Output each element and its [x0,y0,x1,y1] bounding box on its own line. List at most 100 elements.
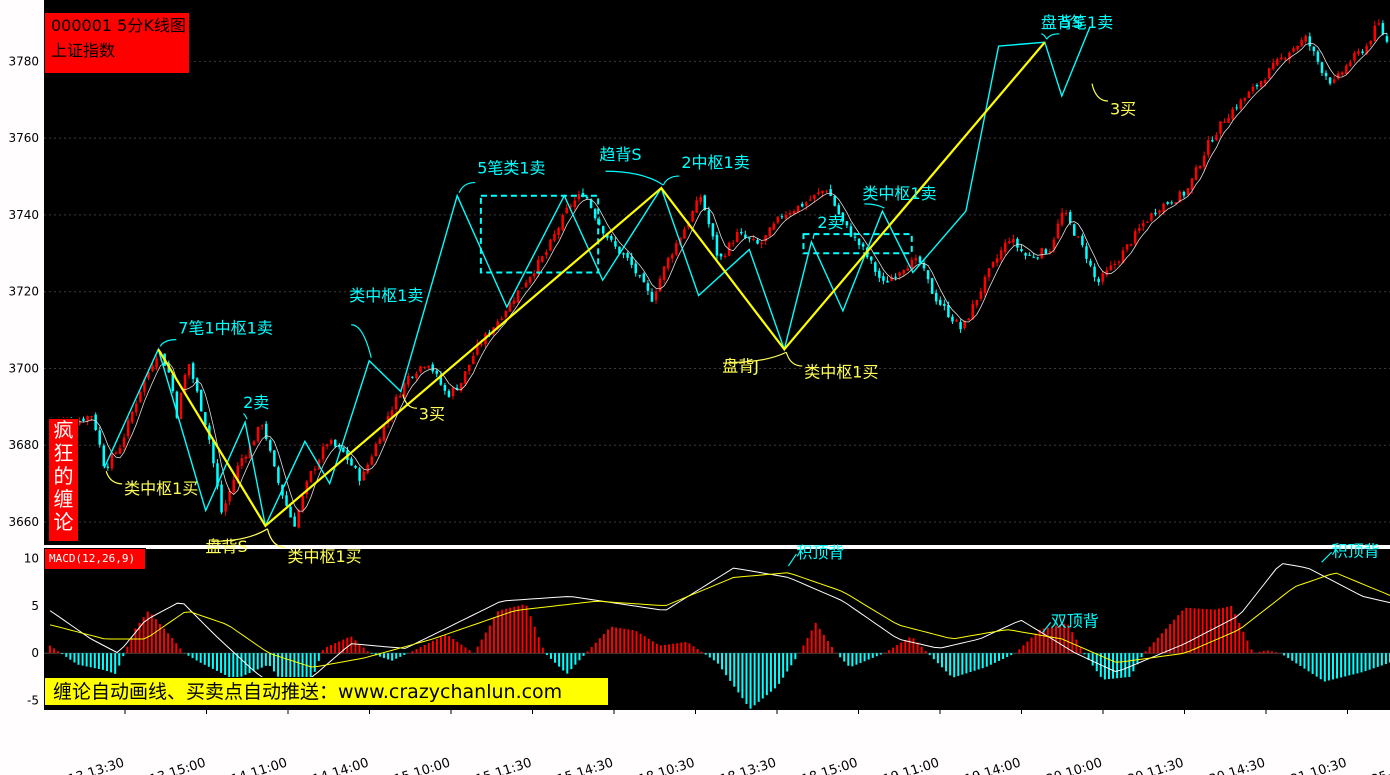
candle-up [1271,62,1275,69]
candle-up [325,444,329,447]
candle-down [886,280,889,283]
candle-up [817,192,820,194]
candle-up [1219,121,1222,134]
candle-up [971,304,975,320]
candle-up [991,261,995,268]
candle-up [541,256,544,262]
candle-up [569,206,573,208]
candle-down [1312,46,1316,52]
candle-up [114,452,118,454]
candle-down [634,263,637,274]
candle-down [216,463,219,487]
candle-up [135,403,138,413]
candle-down [350,458,353,466]
candle-up [244,456,248,459]
candle-up [1276,59,1279,65]
candle-down [1024,253,1027,256]
candle-down [447,390,451,397]
candle-up [906,268,910,271]
candle-up [86,416,89,422]
candle-down [930,278,934,294]
candle-down [1316,51,1320,62]
candle-up [532,273,536,277]
candle-down [622,253,625,255]
pivot-box-1 [802,233,913,255]
annotation-label-1: 7笔1中枢1卖 [178,318,273,337]
candle-down [1235,107,1238,109]
candle-up [1284,58,1287,60]
candle-up [1121,250,1125,264]
candle-down [1182,191,1186,196]
candle-down [614,241,617,247]
candle-up [382,424,386,441]
candle-up [784,214,788,219]
candle-down [204,412,207,426]
candle-up [1060,212,1064,225]
candle-up [1247,91,1251,98]
candle-up [1243,97,1247,101]
candle-down [1308,36,1312,47]
candle-down [601,226,605,234]
candle-down [435,370,439,374]
candle-down [585,197,589,199]
candle-down [175,391,179,418]
candle-up [407,375,410,385]
candle-down [593,209,597,219]
candle-down [354,466,357,468]
candle-up [155,358,158,368]
macd-y-tick-0: 0 [31,646,39,660]
candle-down [220,484,223,513]
candle-down [845,221,849,226]
candle-up [297,510,300,528]
candle-down [1028,254,1031,256]
candle-up [179,392,183,420]
candle-up [809,199,812,201]
candle-down [711,223,715,237]
candle-down [358,468,361,481]
candle-down [869,256,873,261]
candle-up [524,282,528,288]
candle-up [1345,65,1348,74]
annotation-label-9: 2中枢1卖 [681,153,749,172]
candle-down [171,374,175,392]
candle-up [374,444,378,457]
candle-down [650,291,654,302]
candle-up [776,216,780,223]
candle-up [232,479,235,493]
candle-down [934,292,938,302]
candle-up [1008,241,1011,244]
candle-up [752,238,755,240]
y-tick-label-3660: 3660 [8,515,39,529]
candle-up [1292,48,1295,52]
candle-up [139,391,142,402]
candle-up [691,211,694,222]
candle-up [1239,99,1243,110]
promo-banner[interactable]: 缠论自动画线、买卖点自动推送：www.crazychanlun.com [44,677,609,706]
title-box: 000001 5分K线图 上证指数 [44,12,190,74]
candle-down [703,195,707,211]
candle-up [459,382,463,391]
candle-up [252,441,256,446]
candle-up [256,426,260,442]
candle-up [504,311,508,318]
candle-down [1073,224,1076,236]
macd-annotation-arrow [1042,621,1052,633]
annotation-label-12: 类中枢1买 [804,362,878,381]
annotation-arrow [402,394,418,409]
candle-down [1020,249,1023,252]
candle-down [1255,84,1259,87]
candle-up [1162,203,1165,213]
candle-up [187,364,191,376]
candle-up [528,276,532,283]
candle-up [476,343,479,355]
annotation-arrow [159,339,177,347]
candle-down [894,276,897,278]
annotation-label-11: 盘背J [722,356,759,375]
candle-down [841,212,845,222]
candle-down [922,262,926,269]
candle-up [1101,273,1104,282]
candle-down [918,256,922,263]
candle-up [378,439,382,445]
candle-down [715,234,719,256]
